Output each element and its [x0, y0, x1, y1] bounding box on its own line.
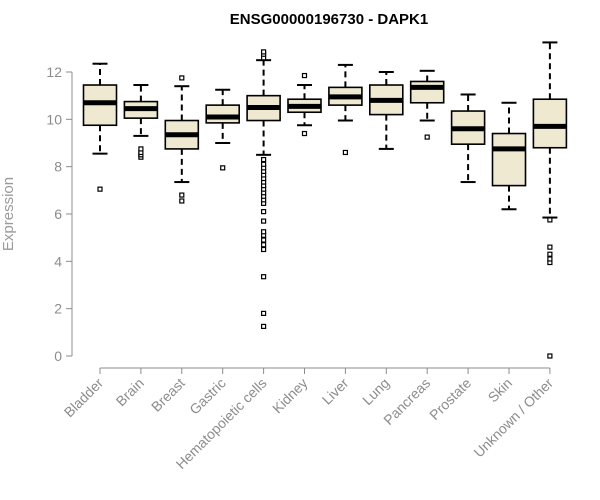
outlier-point [261, 49, 267, 55]
outlier-point [342, 149, 348, 156]
chart-title: ENSG00000196730 - DAPK1 [230, 11, 428, 28]
box-group [205, 88, 240, 171]
box-group [532, 41, 568, 359]
y-tick-label: 8 [54, 159, 62, 175]
outlier-point [424, 134, 430, 140]
x-tick-label: Bladder [61, 375, 107, 421]
y-axis: 0 2 4 6 8 10 12 [46, 64, 73, 364]
iqr-box [532, 98, 568, 149]
outlier-point [220, 165, 226, 171]
iqr-box [409, 80, 445, 104]
y-tick-label: 6 [54, 206, 62, 222]
box-group [123, 84, 159, 160]
outlier-point [261, 242, 267, 248]
box-group [450, 93, 486, 184]
outlier-point [261, 237, 267, 243]
x-tick-label: Kidney [269, 375, 311, 417]
outlier-point [261, 209, 267, 215]
y-tick-label: 10 [46, 111, 62, 127]
box-group [246, 49, 281, 330]
outlier-point [261, 246, 267, 253]
x-tick-label: Lung [359, 375, 392, 408]
outlier-point [97, 186, 103, 192]
x-tick-label: Prostate [426, 375, 474, 423]
outlier-point [261, 310, 267, 316]
outlier-point [301, 72, 308, 79]
outlier-point [179, 75, 185, 81]
outlier-point [547, 353, 553, 359]
outlier-point [547, 217, 553, 223]
outlier-point [261, 161, 267, 167]
outlier-point [138, 146, 144, 152]
outlier-point [179, 192, 185, 198]
iqr-box [205, 104, 240, 124]
outlier-point [261, 323, 267, 330]
y-tick-label: 4 [54, 253, 62, 269]
y-tick-label: 2 [54, 301, 62, 317]
outlier-point [261, 274, 267, 280]
x-tick-label: Liver [319, 375, 352, 408]
boxes-layer [82, 41, 568, 359]
box-group [368, 71, 404, 150]
y-tick-label: 0 [54, 348, 62, 364]
outlier-point [301, 130, 308, 137]
outlier-point [261, 156, 267, 163]
y-axis-label: Expression [0, 177, 17, 251]
box-group [491, 101, 527, 211]
x-tick-label: Skin [485, 375, 516, 406]
outlier-point [547, 244, 553, 250]
x-tick-label: Brain [113, 375, 147, 409]
outlier-point [547, 256, 553, 262]
iqr-box [491, 132, 527, 187]
box-group [287, 72, 322, 137]
box-group [409, 69, 445, 140]
outlier-point [261, 218, 267, 224]
outlier-point [179, 198, 185, 204]
box-group [164, 75, 200, 204]
outlier-point [261, 229, 267, 235]
y-tick-label: 12 [46, 64, 62, 80]
box-group [328, 63, 363, 156]
x-tick-label: Breast [148, 375, 188, 415]
box-group [82, 62, 118, 192]
outlier-point [547, 251, 553, 257]
